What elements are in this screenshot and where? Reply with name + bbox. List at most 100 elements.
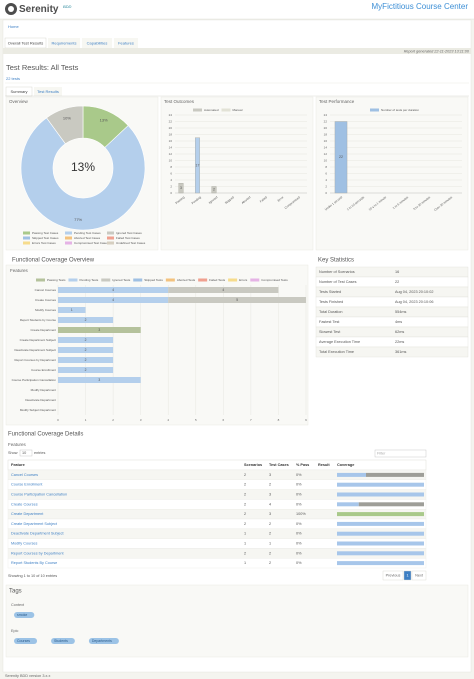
section-title: Key Statistics bbox=[318, 258, 354, 264]
legend-swatch bbox=[133, 278, 143, 282]
legend-swatch bbox=[107, 231, 114, 235]
y-tick-label: Create Department bbox=[30, 328, 56, 332]
stat-label: Total Execution Time bbox=[319, 350, 354, 354]
sub-tab-label[interactable]: Test Results bbox=[37, 89, 59, 94]
sub-tab[interactable] bbox=[34, 87, 62, 96]
nav-tab-label[interactable]: Requirements bbox=[52, 41, 77, 46]
tag-pill[interactable] bbox=[88, 638, 119, 644]
column-header[interactable]: Test Cases bbox=[269, 463, 289, 467]
y-tick-label: 12 bbox=[324, 152, 328, 156]
sub-tab-label[interactable]: Summary bbox=[10, 89, 27, 94]
bar-value-label: 2 bbox=[213, 188, 215, 192]
stat-value: 16 bbox=[395, 270, 399, 274]
chart-title: Test Performance bbox=[319, 99, 355, 104]
tag-label[interactable]: Students bbox=[54, 639, 68, 643]
bar-segment bbox=[168, 287, 279, 293]
y-tick-label: Create Department Subject bbox=[20, 338, 57, 342]
y-tick-label: 8 bbox=[325, 165, 327, 169]
feature-link[interactable]: Report Students By Course bbox=[11, 561, 57, 565]
feature-link[interactable]: Cancel Courses bbox=[11, 473, 38, 477]
table-cell: 3 bbox=[269, 473, 271, 477]
nav-tab[interactable] bbox=[48, 38, 80, 48]
table-cell: 2 bbox=[244, 502, 246, 506]
legend-swatch bbox=[107, 241, 114, 245]
nav-tab-label[interactable]: Overall Test Results bbox=[8, 41, 44, 46]
y-tick-label: 24 bbox=[324, 113, 328, 117]
legend-swatch bbox=[65, 241, 72, 245]
feature-link[interactable]: Create Department bbox=[11, 512, 44, 516]
table-cell: 1 bbox=[269, 542, 271, 546]
tag-pill[interactable] bbox=[51, 638, 75, 644]
tag-pill[interactable] bbox=[14, 638, 38, 644]
table-cell: 2 bbox=[269, 522, 271, 526]
pagination-label[interactable]: 1 bbox=[406, 574, 408, 578]
slice-label: 77% bbox=[74, 217, 82, 222]
tag-pill[interactable] bbox=[14, 612, 35, 618]
report-generated: Report generated 22-11-2023 13:11:00 bbox=[404, 49, 470, 53]
nav-tab[interactable] bbox=[114, 38, 138, 48]
column-header[interactable]: Result bbox=[318, 463, 330, 467]
tag-label[interactable]: Departments bbox=[92, 639, 112, 643]
column-header[interactable]: % Pass bbox=[296, 463, 309, 467]
bar-segment bbox=[58, 307, 86, 313]
y-tick-label: 18 bbox=[169, 132, 173, 136]
feature-link[interactable]: Modify Courses bbox=[11, 542, 37, 546]
bar-segment bbox=[58, 317, 114, 323]
y-tick-label: Course Enrollment bbox=[31, 368, 56, 372]
nav-tab-label[interactable]: Capabilities bbox=[87, 41, 108, 46]
tag-label[interactable]: smoke bbox=[17, 613, 27, 617]
bar bbox=[178, 183, 184, 194]
nav-tab-label[interactable]: Features bbox=[118, 41, 134, 46]
section-subtitle: Features bbox=[8, 442, 27, 447]
feature-link[interactable]: Course Participation Cancellation bbox=[11, 493, 67, 497]
coverage-segment bbox=[337, 561, 424, 566]
legend-label: Ignored Test Cases bbox=[116, 231, 142, 235]
chart-title: Overview bbox=[9, 99, 29, 104]
pagination-button[interactable] bbox=[403, 570, 412, 581]
legend-swatch bbox=[107, 236, 114, 240]
table-cell: 0% bbox=[296, 493, 302, 497]
test-count-link[interactable]: 22 tests bbox=[6, 76, 20, 81]
filter-input[interactable] bbox=[374, 449, 427, 458]
feature-link[interactable]: Create Department Subject bbox=[11, 522, 58, 526]
pagination-label[interactable]: Previous bbox=[386, 574, 401, 578]
y-tick-label: 14 bbox=[169, 145, 173, 149]
table-cell: 0% bbox=[296, 483, 302, 487]
bar-value-label: 2 bbox=[85, 348, 87, 352]
pagination-button[interactable] bbox=[382, 570, 404, 581]
feature-link[interactable]: Deactivate Department Subject bbox=[11, 532, 64, 536]
feature-link[interactable]: Report Courses by Department bbox=[11, 551, 64, 555]
legend-swatch bbox=[36, 278, 45, 282]
x-tick-label: Pending bbox=[191, 195, 202, 205]
tag-label[interactable]: Courses bbox=[17, 639, 30, 643]
legend-label: Errors bbox=[239, 278, 248, 282]
feature-link[interactable]: Course Enrollment bbox=[11, 483, 43, 487]
coverage-segment bbox=[337, 521, 424, 526]
filter-placeholder[interactable]: Filter bbox=[377, 452, 386, 456]
y-tick-label: Modify Courses bbox=[35, 308, 56, 312]
table-cell: 1 bbox=[244, 542, 246, 546]
legend-label: Compromised Test Cases bbox=[74, 241, 109, 245]
pagination-button[interactable] bbox=[411, 570, 427, 581]
table-cell: 2 bbox=[269, 483, 271, 487]
legend-swatch bbox=[370, 108, 379, 112]
nav-tab[interactable] bbox=[82, 38, 112, 48]
column-header[interactable]: Scenarios bbox=[244, 463, 262, 467]
table-row bbox=[7, 558, 427, 569]
breadcrumb-link[interactable]: Home bbox=[8, 24, 19, 29]
legend-label: Pending Tests bbox=[79, 278, 98, 282]
x-tick-label: 9 bbox=[305, 418, 307, 422]
stat-label: Tests Finished bbox=[319, 300, 343, 304]
y-tick-label: 16 bbox=[324, 139, 328, 143]
stat-label: Total Duration bbox=[319, 310, 342, 314]
logo-icon-inner bbox=[8, 6, 14, 12]
length-value[interactable]: 10 bbox=[22, 451, 26, 455]
bar-value-label: 3 bbox=[98, 378, 100, 382]
length-select[interactable] bbox=[19, 449, 33, 457]
y-tick-label: Report Courses by Department bbox=[14, 358, 56, 362]
pagination-label[interactable]: Next bbox=[415, 574, 424, 578]
column-header[interactable]: Feature bbox=[11, 463, 25, 467]
bar-value-label: 1 bbox=[71, 308, 73, 312]
feature-link[interactable]: Create Courses bbox=[11, 502, 38, 506]
column-header[interactable]: Coverage bbox=[337, 463, 354, 467]
